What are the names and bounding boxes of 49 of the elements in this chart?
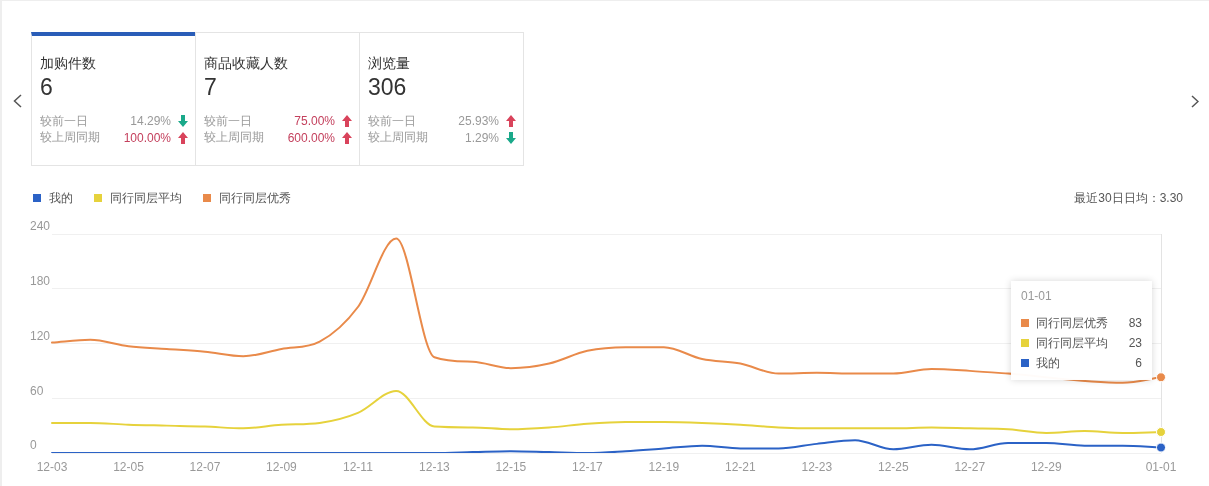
x-tick-label: 12-23 bbox=[801, 459, 833, 474]
text: 较上周同期 bbox=[204, 129, 265, 147]
y-tick-label: 0 bbox=[30, 438, 37, 453]
text: 较前一日 bbox=[40, 112, 89, 130]
legend-label: 我的 bbox=[49, 190, 73, 206]
text: 75.00% bbox=[294, 114, 335, 129]
x-tick-label: 12-07 bbox=[189, 459, 221, 474]
data-label: 7 bbox=[204, 74, 217, 100]
text: 较前一日 bbox=[368, 112, 417, 130]
x-tick-label: 12-25 bbox=[877, 459, 909, 474]
text: 100.00% bbox=[123, 130, 171, 145]
annotation: 01-01 bbox=[1021, 288, 1053, 304]
x-tick-label: 12-09 bbox=[266, 459, 298, 474]
y-tick-label: 180 bbox=[30, 274, 51, 289]
y-tick-label: 120 bbox=[30, 328, 51, 343]
category-label: 浏览量 bbox=[368, 55, 410, 71]
x-tick-label: 12-03 bbox=[36, 459, 68, 474]
text: 较前一日 bbox=[204, 112, 253, 130]
legend-label: 同行同层平均 bbox=[110, 190, 182, 206]
text: 最近30日日均：3.30 bbox=[1074, 190, 1183, 206]
category-label: 加购件数 bbox=[40, 55, 96, 71]
x-tick-label: 12-11 bbox=[343, 459, 374, 474]
y-tick-label: 60 bbox=[30, 383, 44, 398]
x-tick-label: 12-15 bbox=[495, 459, 527, 474]
text: 较上周同期 bbox=[368, 129, 429, 147]
x-tick-label: 12-27 bbox=[954, 459, 986, 474]
y-tick-label: 240 bbox=[30, 219, 51, 234]
annotation: 23 bbox=[1128, 336, 1142, 350]
x-tick-label: 12-29 bbox=[1030, 459, 1062, 474]
annotation: 我的 bbox=[1036, 354, 1061, 372]
text: 25.93% bbox=[458, 114, 499, 129]
text: 较上周同期 bbox=[40, 129, 101, 147]
text: 600.00% bbox=[287, 130, 335, 145]
x-tick-label: 12-19 bbox=[648, 459, 680, 474]
data-label: 6 bbox=[40, 74, 53, 100]
x-tick-label: 01-01 bbox=[1145, 459, 1177, 474]
x-tick-label: 12-05 bbox=[113, 459, 145, 474]
legend-label: 同行同层优秀 bbox=[219, 190, 291, 206]
text: 14.29% bbox=[130, 114, 171, 129]
text: 1.29% bbox=[464, 130, 499, 145]
category-label: 商品收藏人数 bbox=[204, 55, 288, 71]
data-label: 306 bbox=[368, 74, 407, 100]
annotation: 6 bbox=[1135, 356, 1142, 370]
x-tick-label: 12-21 bbox=[724, 459, 757, 474]
annotation: 83 bbox=[1128, 316, 1142, 330]
x-tick-label: 12-17 bbox=[572, 459, 604, 474]
x-tick-label: 12-13 bbox=[419, 459, 451, 474]
annotation: 同行同层优秀 bbox=[1036, 314, 1109, 332]
annotation: 同行同层平均 bbox=[1036, 334, 1109, 352]
